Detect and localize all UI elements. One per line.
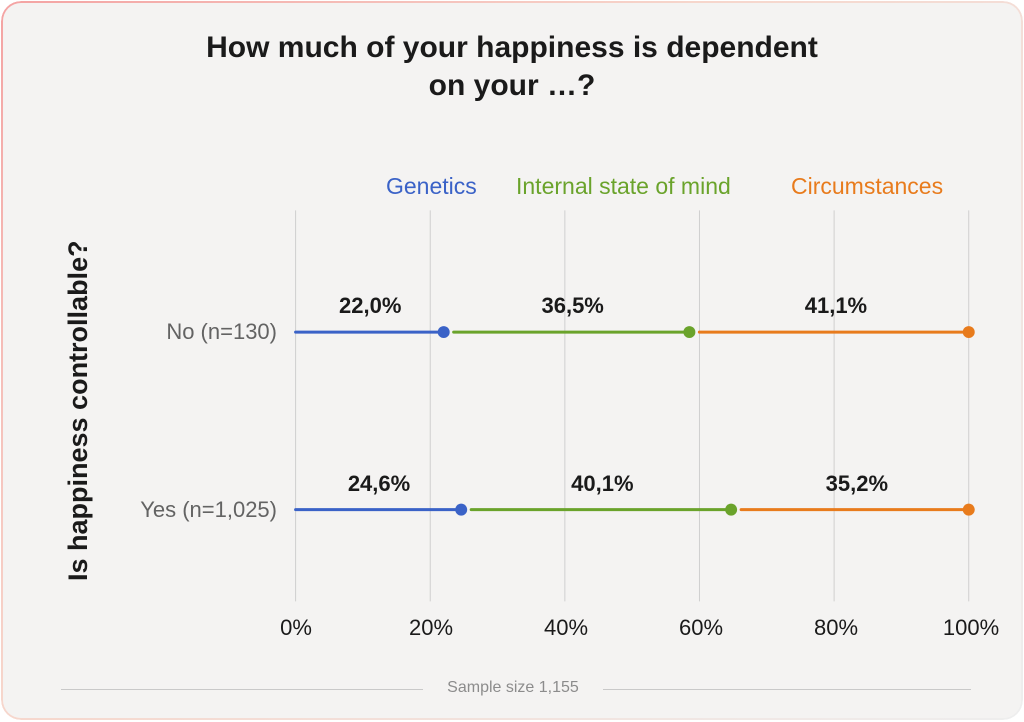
footer-rule-right: [603, 689, 971, 690]
x-tick-label: 20%: [409, 615, 453, 641]
segment-dot: [455, 504, 467, 516]
pct-label: 40,1%: [562, 471, 642, 497]
pct-label: 24,6%: [339, 471, 419, 497]
pct-label: 41,1%: [796, 293, 876, 319]
pct-label: 36,5%: [533, 293, 613, 319]
segment-dot: [725, 504, 737, 516]
legend-item: Genetics: [386, 173, 477, 200]
chart-plot: [1, 1, 1023, 720]
row-label: Yes (n=1,025): [140, 497, 277, 523]
row-label: No (n=130): [166, 319, 277, 345]
pct-label: 22,0%: [330, 293, 410, 319]
segment-dot: [438, 326, 450, 338]
footer-rule-left: [61, 689, 423, 690]
pct-label: 35,2%: [817, 471, 897, 497]
legend-item: Internal state of mind: [516, 173, 731, 200]
segment-dot: [963, 326, 975, 338]
chart-card: How much of your happiness is dependento…: [1, 1, 1023, 720]
x-tick-label: 60%: [679, 615, 723, 641]
x-tick-label: 100%: [943, 615, 999, 641]
legend-item: Circumstances: [791, 173, 943, 200]
x-tick-label: 40%: [544, 615, 588, 641]
segment-dot: [963, 504, 975, 516]
x-tick-label: 0%: [280, 615, 312, 641]
segment-dot: [683, 326, 695, 338]
footer-caption: Sample size 1,155: [447, 679, 579, 697]
x-tick-label: 80%: [814, 615, 858, 641]
